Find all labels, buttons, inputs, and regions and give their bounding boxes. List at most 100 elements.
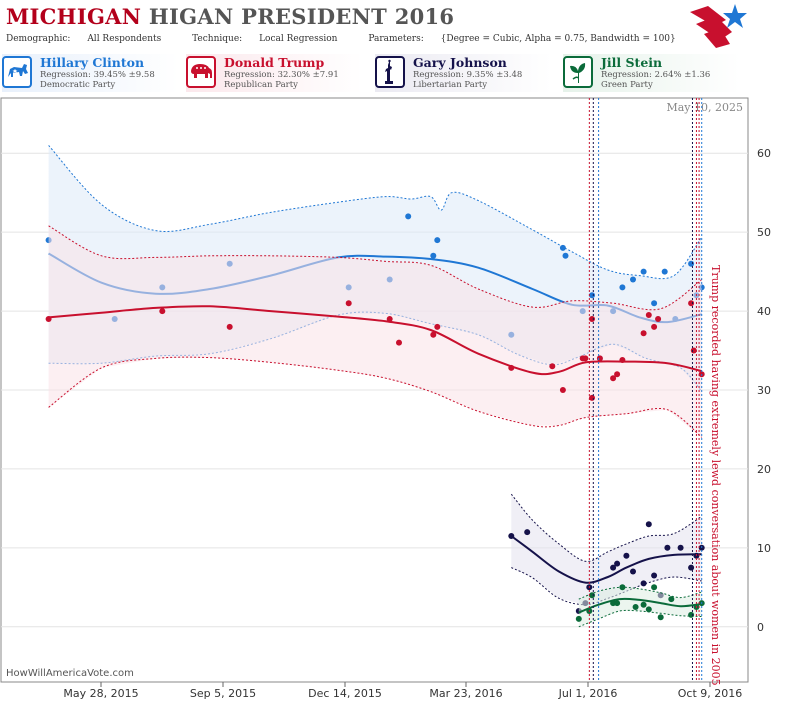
poll-point	[677, 544, 684, 551]
y-tick-label: 30	[757, 384, 771, 397]
poll-point	[614, 560, 621, 567]
candidate-regression: Regression: 39.45% ±9.58	[40, 70, 155, 80]
poll-point	[645, 312, 652, 318]
donkey-icon	[8, 64, 28, 77]
candidate-name: Jill Stein	[601, 55, 663, 70]
x-tick-label: May 28, 2015	[63, 687, 138, 700]
candidate-card: Gary Johnson Regression: 9.35% ±3.48 Liber…	[375, 54, 561, 92]
candidate-regression: Regression: 9.35% ±3.48	[413, 70, 523, 80]
upper-bound-line	[48, 225, 702, 311]
poll-point	[630, 276, 636, 283]
poll-point	[559, 387, 566, 393]
y-tick-label: 0	[757, 621, 764, 634]
event-annotation: Trump recorded having extremely lewd con…	[709, 265, 722, 686]
poll-point	[589, 292, 595, 299]
candidate-party: Democratic Party	[40, 80, 116, 90]
poll-point	[688, 564, 695, 571]
poll-point	[614, 600, 621, 607]
poll-point	[619, 284, 626, 291]
y-tick-label: 40	[757, 305, 771, 318]
title-race: HIGAN PRESIDENT 2016	[148, 4, 455, 29]
y-tick-label: 10	[757, 542, 771, 555]
candidate-card: Donald Trump Regression: 32.30% ±7.91 Repu…	[186, 54, 372, 92]
poll-point	[619, 584, 626, 591]
date-label: May 10, 2025	[666, 101, 743, 114]
poll-chart: 0 10 20 30 40 50 60 May 28, 2015 Sep 5, 2015 Dec …	[0, 97, 771, 700]
poll-point	[623, 552, 630, 559]
poll-point	[640, 580, 647, 587]
candidate-card: Hillary Clinton Regression: 39.45% ±9.58 D…	[2, 54, 188, 92]
poll-point	[655, 316, 662, 322]
regression-line	[578, 597, 702, 614]
y-tick-label: 50	[757, 226, 771, 239]
candidate-icon-box	[2, 56, 32, 88]
y-tick-label: 60	[757, 147, 771, 160]
poll-point	[640, 601, 647, 608]
poll-point	[226, 323, 233, 330]
poll-point	[434, 237, 441, 244]
parameters-line: Demographic: All Respondents Technique: …	[6, 34, 704, 44]
poll-point	[386, 316, 393, 322]
upper-bound-line	[48, 145, 703, 280]
candidate-regression: Regression: 2.64% ±1.36	[601, 70, 711, 80]
poll-point	[582, 355, 589, 362]
poll-point	[651, 572, 658, 579]
demographic: Demographic: All Respondents	[6, 34, 162, 44]
lower-bound-line	[48, 356, 703, 438]
poll-point	[688, 260, 695, 267]
parameters: Parameters: {Degree = Cubic, Alpha = 0.7…	[368, 34, 676, 44]
poll-point	[645, 606, 652, 613]
candidate-name: Gary Johnson	[413, 55, 507, 70]
poll-point	[430, 331, 437, 338]
poll-point	[396, 339, 402, 346]
regression-line	[48, 305, 702, 376]
poll-point	[640, 268, 647, 275]
candidate-party: Green Party	[601, 80, 653, 90]
elephant-icon	[191, 64, 212, 78]
poll-point	[562, 252, 569, 259]
poll-point	[508, 533, 515, 539]
poll-point	[45, 316, 52, 322]
poll-point	[405, 213, 412, 220]
candidate-icon-box	[563, 56, 593, 88]
poll-point	[159, 308, 166, 315]
poll-point	[610, 564, 617, 571]
page-title: MICHIGAN HIGAN PRESIDENT 2016	[6, 4, 454, 29]
series-group	[45, 225, 705, 438]
candidate-name: Donald Trump	[224, 55, 325, 70]
poll-point	[559, 244, 566, 251]
poll-point	[668, 596, 675, 603]
poll-point	[690, 347, 697, 354]
poll-point	[619, 357, 626, 363]
poll-point	[524, 529, 531, 536]
technique: Technique: Local Regression	[192, 34, 338, 44]
candidate-party: Libertarian Party	[413, 80, 488, 90]
poll-point	[596, 355, 603, 362]
poll-point	[589, 394, 595, 401]
poll-point	[589, 592, 595, 599]
poll-point	[661, 268, 668, 275]
poll-point	[434, 323, 441, 330]
x-tick-label: Mar 23, 2016	[429, 687, 502, 700]
regression-line	[510, 535, 702, 584]
poll-point	[610, 375, 617, 382]
candidate-regression: Regression: 32.30% ±7.91	[224, 70, 339, 80]
poll-point	[345, 300, 352, 307]
confidence-band	[48, 225, 702, 438]
poll-point	[651, 300, 658, 307]
x-tick-label: Dec 14, 2015	[308, 687, 382, 700]
title-state: MICHIGAN	[6, 4, 142, 29]
poll-point	[430, 252, 437, 259]
leaf-icon	[570, 63, 586, 83]
poll-point	[630, 568, 636, 575]
x-tick-label: Jul 1, 2016	[558, 687, 618, 700]
poll-point	[651, 323, 658, 330]
candidate-icon-box	[375, 56, 405, 88]
poll-point	[614, 371, 621, 378]
poll-point	[688, 300, 695, 307]
candidate-party: Republican Party	[224, 80, 298, 90]
poll-point	[645, 521, 652, 528]
poll-point	[589, 316, 595, 322]
site-logo-icon	[690, 4, 747, 48]
upper-bound-line	[510, 493, 702, 562]
